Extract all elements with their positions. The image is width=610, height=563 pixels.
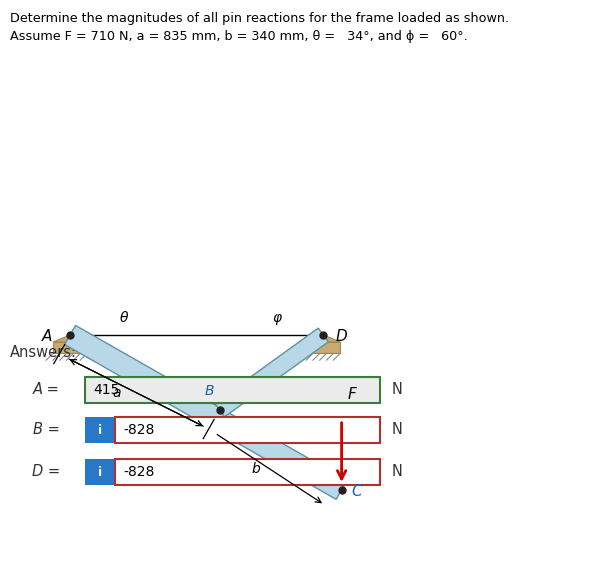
Polygon shape: [53, 342, 87, 353]
Text: B: B: [205, 384, 215, 398]
Text: b: b: [251, 462, 260, 476]
Polygon shape: [65, 325, 347, 499]
Bar: [85, 459, 115, 485]
Text: N: N: [392, 422, 403, 437]
Polygon shape: [53, 335, 87, 342]
Text: i: i: [98, 466, 102, 479]
Bar: [85, 377, 380, 403]
Text: D: D: [336, 329, 347, 345]
Text: a: a: [112, 386, 120, 400]
Text: θ: θ: [120, 311, 129, 325]
Text: D =: D =: [32, 464, 60, 480]
Bar: [85, 417, 115, 443]
Text: N: N: [392, 464, 403, 480]
Text: B =: B =: [33, 422, 60, 437]
Polygon shape: [306, 342, 340, 353]
Text: F: F: [348, 387, 356, 402]
Bar: [115, 459, 380, 485]
Bar: [115, 417, 380, 443]
Text: A =: A =: [33, 382, 60, 397]
Text: -828: -828: [123, 423, 154, 437]
Text: Assume F = 710 N, a = 835 mm, b = 340 mm, θ =   34°, and ϕ =   60°.: Assume F = 710 N, a = 835 mm, b = 340 mm…: [10, 30, 468, 43]
Text: Determine the magnitudes of all pin reactions for the frame loaded as shown.: Determine the magnitudes of all pin reac…: [10, 12, 509, 25]
Polygon shape: [306, 335, 340, 342]
Text: Answers:: Answers:: [10, 345, 77, 360]
Polygon shape: [215, 328, 328, 417]
Text: 415: 415: [93, 383, 120, 397]
Text: φ: φ: [272, 311, 281, 325]
Text: i: i: [98, 423, 102, 436]
Text: -828: -828: [123, 465, 154, 479]
Text: N: N: [392, 382, 403, 397]
Text: C: C: [351, 484, 362, 499]
Text: A: A: [41, 329, 52, 345]
